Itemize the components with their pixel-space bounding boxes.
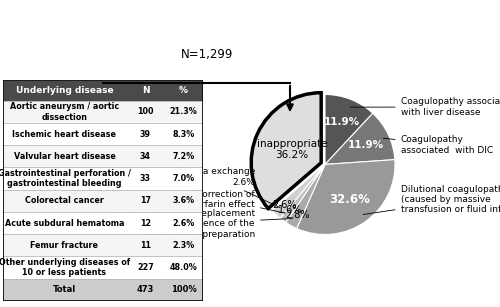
- Text: 100: 100: [137, 107, 154, 116]
- Wedge shape: [286, 165, 325, 228]
- Text: 11: 11: [140, 241, 151, 250]
- Text: 2.6%: 2.6%: [172, 219, 195, 227]
- Text: 7.0%: 7.0%: [172, 174, 195, 183]
- Text: Dilutional coagulopathy
(caused by massive
transfusion or fluid infusion): Dilutional coagulopathy (caused by massi…: [363, 185, 500, 215]
- Bar: [2, 123, 202, 145]
- Text: 2.6%: 2.6%: [272, 200, 297, 210]
- Text: 100%: 100%: [170, 285, 196, 294]
- Bar: [2, 212, 202, 234]
- Text: Coagulopathy
associated  with DIC: Coagulopathy associated with DIC: [384, 135, 492, 154]
- Bar: [2, 145, 202, 168]
- Text: Underlying disease: Underlying disease: [16, 86, 114, 95]
- Text: %: %: [179, 86, 188, 95]
- Bar: [2, 256, 202, 279]
- Wedge shape: [272, 165, 325, 218]
- Text: Valvular heart disease: Valvular heart disease: [14, 152, 116, 161]
- Text: Ischemic heart disease: Ischemic heart disease: [12, 130, 117, 139]
- Wedge shape: [325, 95, 373, 165]
- Bar: [2, 168, 202, 190]
- Text: 48.0%: 48.0%: [170, 263, 198, 272]
- Text: 11.9%: 11.9%: [324, 117, 360, 127]
- Bar: [2, 279, 202, 301]
- Text: 2.8%: 2.8%: [285, 210, 310, 220]
- Text: 3.6%: 3.6%: [172, 196, 195, 205]
- Bar: [2, 101, 202, 123]
- Bar: [2, 234, 202, 256]
- Text: 17: 17: [140, 196, 151, 205]
- Text: Femur fracture: Femur fracture: [30, 241, 98, 250]
- Text: Total: Total: [53, 285, 76, 294]
- Text: 34: 34: [140, 152, 151, 161]
- Wedge shape: [251, 93, 321, 208]
- Text: Gastrointestinal perforation /
gastrointestinal bleeding: Gastrointestinal perforation / gastroint…: [0, 169, 131, 188]
- Bar: [2, 80, 202, 101]
- Text: N: N: [142, 86, 150, 95]
- Text: Correction of
warfarin effect: Correction of warfarin effect: [188, 190, 286, 213]
- Text: 473: 473: [137, 285, 154, 294]
- Text: Plasma exchange
2.6%: Plasma exchange 2.6%: [176, 167, 280, 207]
- Text: 2.3%: 2.3%: [172, 241, 195, 250]
- Text: 12: 12: [140, 219, 151, 227]
- Wedge shape: [280, 165, 325, 223]
- Text: 227: 227: [137, 263, 154, 272]
- Text: Acute subdural hematoma: Acute subdural hematoma: [5, 219, 124, 227]
- Text: 39: 39: [140, 130, 151, 139]
- Text: Colorectal cancer: Colorectal cancer: [25, 196, 104, 205]
- Text: 8.3%: 8.3%: [172, 130, 195, 139]
- Bar: [2, 190, 202, 212]
- Text: 21.3%: 21.3%: [170, 107, 198, 116]
- Text: Coagulation factor replacement
in the absence of the
concentrated preparation: Coagulation factor replacement in the ab…: [111, 209, 292, 239]
- Text: inappropriate
36.2%: inappropriate 36.2%: [256, 138, 327, 160]
- Wedge shape: [296, 160, 395, 235]
- Text: 7.2%: 7.2%: [172, 152, 195, 161]
- Text: Other underlying diseases of
10 or less patients: Other underlying diseases of 10 or less …: [0, 258, 130, 277]
- Text: 1.6%: 1.6%: [278, 205, 302, 216]
- Text: N=1,299: N=1,299: [181, 48, 234, 61]
- Wedge shape: [325, 113, 395, 165]
- Text: 33: 33: [140, 174, 151, 183]
- Text: 11.9%: 11.9%: [348, 140, 384, 150]
- Text: 32.6%: 32.6%: [330, 193, 370, 207]
- Text: Aortic aneurysm / aortic
dissection: Aortic aneurysm / aortic dissection: [10, 102, 119, 122]
- Text: Coagulopathy associated
with liver disease: Coagulopathy associated with liver disea…: [350, 97, 500, 117]
